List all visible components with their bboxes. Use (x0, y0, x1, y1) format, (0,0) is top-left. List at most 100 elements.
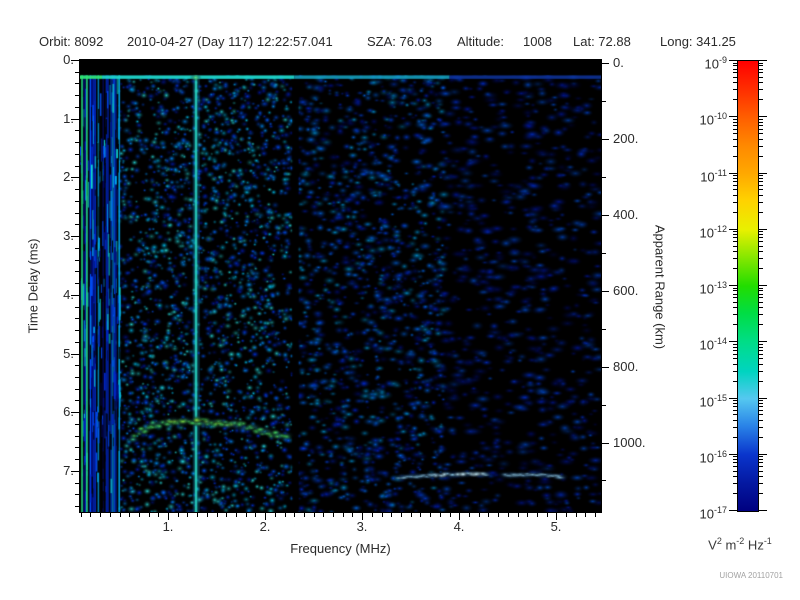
tick-mark (158, 513, 159, 517)
tick-mark (362, 513, 363, 520)
tick-mark (733, 129, 737, 130)
tick-mark (733, 314, 737, 315)
y-tick-label: 6. (63, 404, 74, 419)
tick-mark (759, 371, 763, 372)
y2-tick-label: 600. (613, 283, 639, 298)
colorbar-tick-label: 10-9 (704, 55, 727, 72)
tick-mark (440, 513, 441, 517)
tick-mark (602, 101, 606, 102)
tick-mark (75, 83, 79, 84)
tick-mark (759, 63, 763, 64)
tick-mark (759, 358, 763, 359)
tick-mark (759, 258, 763, 259)
tick-mark (372, 513, 373, 517)
tick-mark (71, 177, 79, 178)
tick-mark (733, 258, 737, 259)
tick-mark (602, 63, 609, 64)
sza-value: SZA: 76.03 (367, 34, 433, 49)
tick-mark (733, 344, 737, 345)
tick-mark (595, 513, 596, 517)
tick-mark (733, 69, 737, 70)
tick-mark (759, 466, 763, 467)
tick-mark (391, 513, 392, 517)
tick-mark (759, 400, 763, 401)
tick-mark (759, 60, 767, 61)
tick-mark (759, 307, 763, 308)
tick-mark (759, 476, 763, 477)
colorbar-tick-label: 10-15 (699, 393, 727, 410)
tick-mark (733, 371, 737, 372)
tick-mark (733, 420, 737, 421)
tick-mark (733, 125, 737, 126)
tick-mark (733, 181, 737, 182)
tick-mark (508, 513, 509, 517)
tick-mark (75, 260, 79, 261)
tick-mark (75, 483, 79, 484)
tick-mark (149, 513, 150, 517)
datetime-value: 2010-04-27 (Day 117) 12:22:57.041 (127, 34, 333, 49)
tick-mark (759, 178, 763, 179)
colorbar-tick-label: 10-10 (699, 111, 727, 128)
tick-mark (759, 302, 763, 303)
y-tick-label: 4. (63, 287, 74, 302)
tick-mark (168, 513, 169, 520)
tick-mark (314, 513, 315, 517)
y2-tick-label: 0. (613, 55, 624, 70)
tick-mark (733, 462, 737, 463)
tick-mark (75, 142, 79, 143)
tick-mark (759, 297, 763, 298)
tick-mark (518, 513, 519, 517)
tick-mark (75, 436, 79, 437)
tick-mark (759, 350, 763, 351)
tick-mark (729, 116, 737, 117)
tick-mark (733, 403, 737, 404)
tick-mark (759, 410, 763, 411)
tick-mark (547, 513, 548, 517)
tick-mark (75, 307, 79, 308)
tick-mark (733, 82, 737, 83)
tick-mark (294, 513, 295, 517)
tick-mark (90, 513, 91, 517)
tick-mark (197, 513, 198, 517)
y-tick-label: 0. (63, 52, 74, 67)
tick-mark (602, 253, 606, 254)
tick-mark (733, 133, 737, 134)
tick-mark (401, 513, 402, 517)
tick-mark (733, 483, 737, 484)
tick-mark (75, 130, 79, 131)
tick-mark (75, 494, 79, 495)
tick-mark (759, 122, 763, 123)
tick-mark (733, 65, 737, 66)
tick-mark (733, 237, 737, 238)
tick-mark (759, 119, 763, 120)
y-tick-label: 2. (63, 169, 74, 184)
x-tick-label: 4. (453, 519, 465, 534)
tick-mark (733, 202, 737, 203)
tick-mark (759, 237, 763, 238)
tick-mark (759, 181, 763, 182)
tick-mark (75, 447, 79, 448)
tick-mark (75, 107, 79, 108)
tick-mark (450, 513, 451, 517)
tick-mark (382, 513, 383, 517)
altitude-value: 1008 (523, 34, 552, 49)
x-tick-label: 5. (550, 519, 562, 534)
tick-mark (759, 427, 763, 428)
tick-mark (759, 69, 763, 70)
tick-mark (733, 268, 737, 269)
tick-mark (75, 342, 79, 343)
tick-mark (733, 364, 737, 365)
tick-mark (733, 466, 737, 467)
tick-mark (759, 290, 763, 291)
tick-mark (759, 462, 763, 463)
y-tick-label: 5. (63, 346, 74, 361)
tick-mark (759, 241, 763, 242)
tick-mark (733, 406, 737, 407)
tick-mark (75, 424, 79, 425)
tick-mark (733, 459, 737, 460)
tick-mark (759, 82, 763, 83)
spectrogram-canvas (80, 60, 601, 512)
tick-mark (759, 510, 767, 511)
tick-mark (187, 513, 188, 517)
tick-mark (759, 285, 767, 286)
